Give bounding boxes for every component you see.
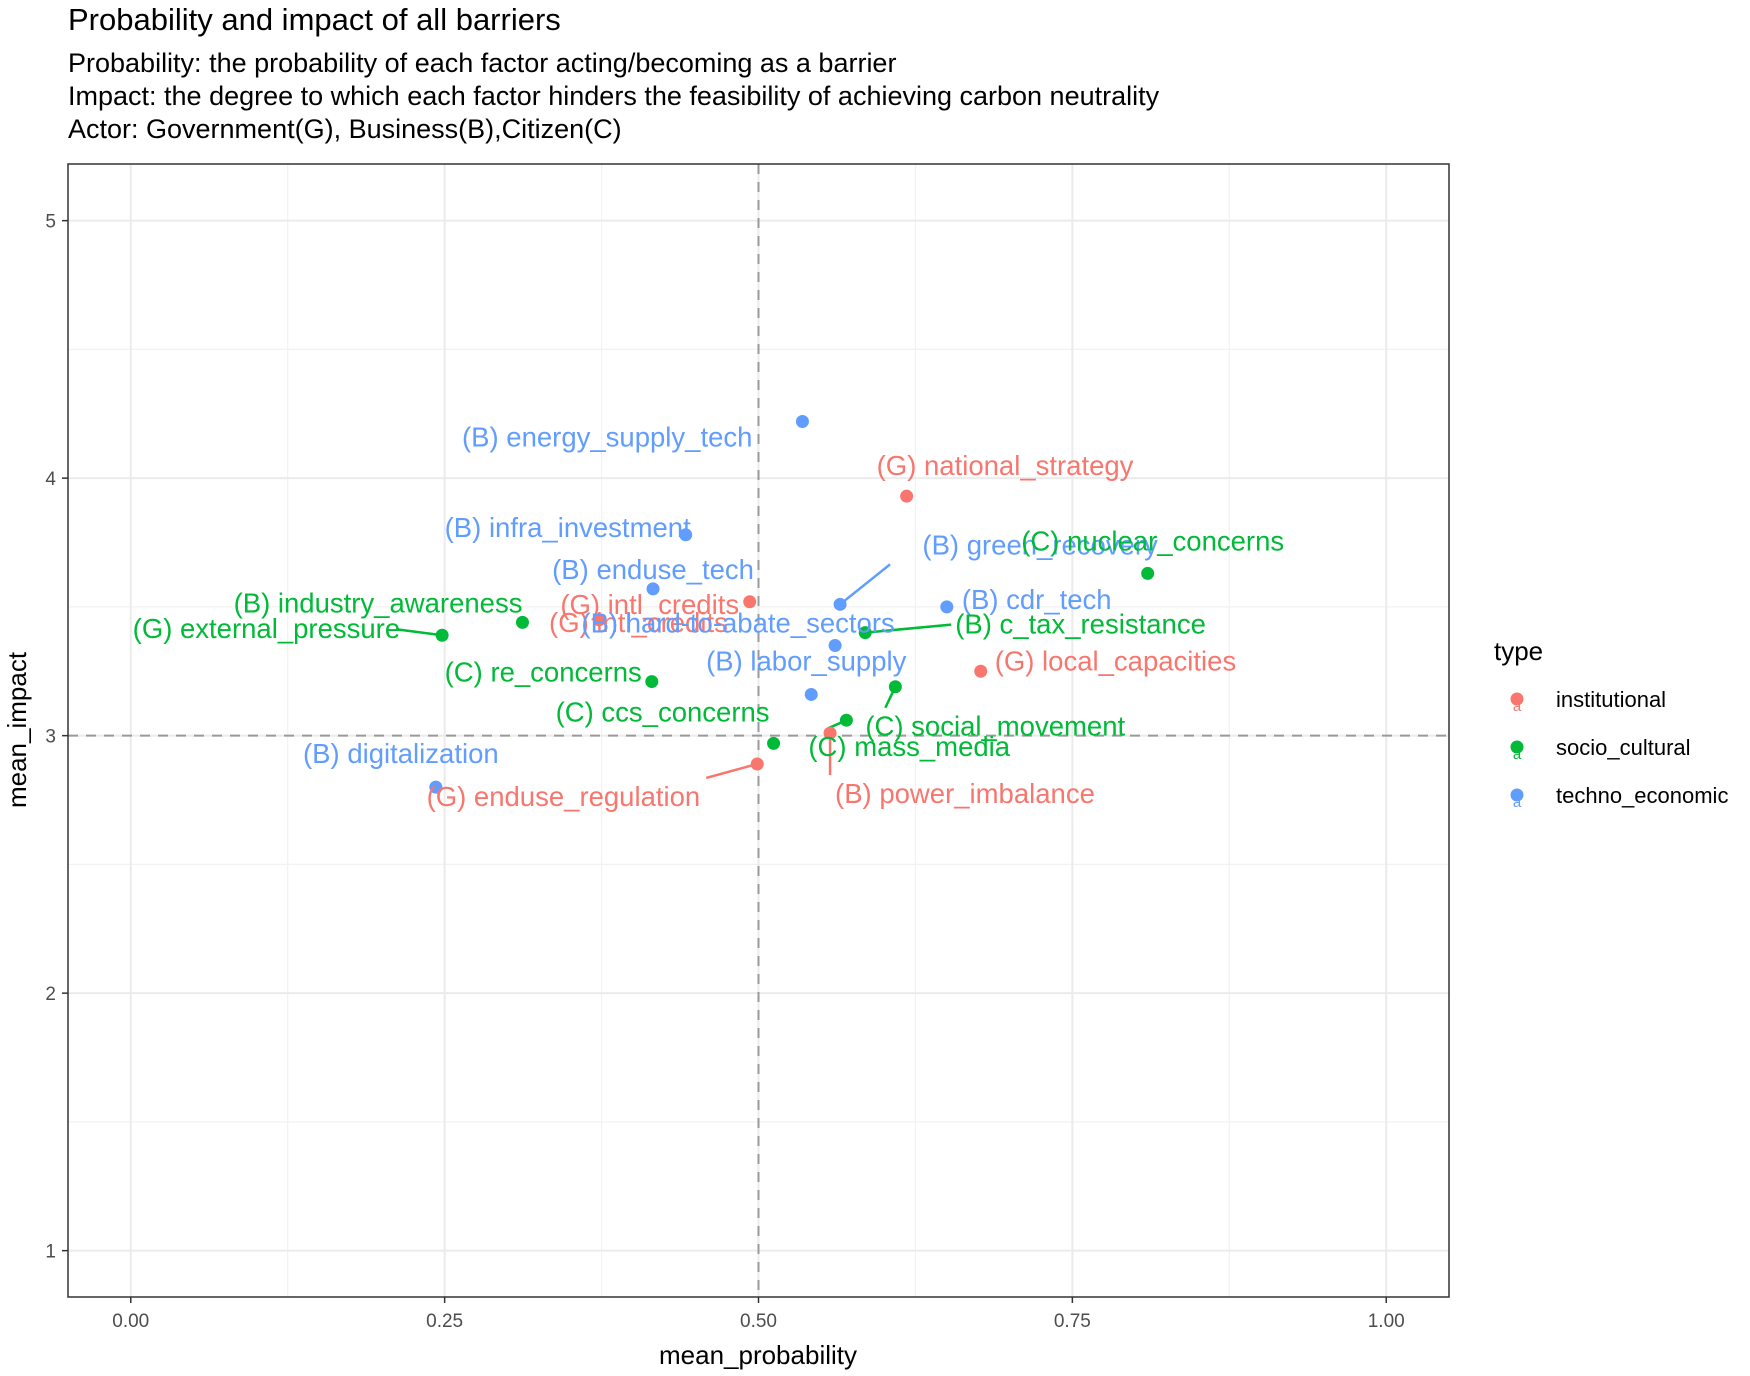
point-socio_cultural — [767, 736, 781, 750]
legend-label-institutional: institutional — [1556, 687, 1666, 712]
point-label-techno_economic: (B) digitalization — [303, 738, 499, 769]
point-label-socio_cultural: (B) industry_awareness — [234, 587, 523, 618]
point-techno_economic — [679, 528, 693, 542]
point-label-techno_economic: (B) infra_investment — [445, 512, 691, 543]
point-label-techno_economic: (B) green_recovery — [922, 529, 1158, 560]
point-socio_cultural — [888, 680, 902, 694]
y-axis-ticks: 1 2 3 4 5 — [45, 212, 68, 1263]
label-connector-lines — [395, 563, 952, 780]
point-label-socio_cultural: (B) c_tax_resistance — [955, 609, 1206, 640]
y-tick-label: 1 — [45, 1242, 56, 1263]
reference-lines — [68, 164, 1449, 1297]
y-tick-label: 3 — [45, 727, 56, 748]
x-axis-title: mean_probability — [659, 1340, 857, 1370]
point-techno_economic — [646, 582, 660, 596]
legend-key-glyph-socio_cultural: a — [1513, 746, 1522, 763]
y-tick-label: 4 — [45, 469, 56, 490]
point-label-institutional: (G) local_capacities — [995, 645, 1236, 676]
legend-title: type — [1494, 636, 1543, 666]
point-institutional — [750, 757, 764, 771]
point-label-institutional: (G) national_strategy — [877, 450, 1134, 481]
point-techno_economic — [804, 687, 818, 701]
point-techno_economic — [795, 415, 809, 428]
legend-key-techno_economic — [1510, 788, 1524, 802]
point-label-socio_cultural: (C) re_concerns — [445, 657, 642, 688]
point-socio_cultural — [645, 675, 659, 689]
point-label-institutional: (G) intl_credits — [549, 607, 728, 638]
point-socio_cultural — [839, 713, 853, 727]
point-socio_cultural — [515, 615, 529, 629]
point-institutional — [823, 726, 837, 740]
x-tick-label: 0.50 — [740, 1311, 777, 1332]
x-axis-ticks: 0.00 0.25 0.50 0.75 1.00 — [112, 1297, 1405, 1332]
point-techno_economic — [828, 639, 842, 653]
legend-label-socio_cultural: socio_cultural — [1556, 735, 1691, 760]
label-connector — [839, 563, 891, 606]
legend-key-glyph-institutional: a — [1513, 698, 1522, 715]
point-label-socio_cultural: (C) mass_media — [808, 731, 1010, 762]
data-points — [429, 415, 1155, 794]
point-label-techno_economic: (B) cdr_tech — [962, 584, 1112, 615]
point-label-socio_cultural: (C) social_movement — [865, 711, 1125, 742]
legend-key-socio_cultural — [1510, 740, 1524, 754]
label-connector — [395, 627, 443, 637]
point-institutional — [974, 664, 988, 678]
legend-label-techno_economic: techno_economic — [1556, 783, 1728, 808]
point-label-institutional: (B) power_imbalance — [835, 778, 1095, 809]
point-labels: (B) energy_supply_tech (G) national_strat… — [133, 422, 1284, 812]
legend-key-glyph-techno_economic: a — [1513, 794, 1522, 811]
point-label-techno_economic: (B) hard-to-abate_sectors — [581, 608, 894, 639]
point-label-techno_economic: (B) energy_supply_tech — [462, 422, 752, 453]
x-tick-label: 1.00 — [1368, 1311, 1405, 1332]
y-tick-label: 5 — [45, 212, 56, 233]
point-socio_cultural — [435, 628, 449, 642]
point-institutional — [900, 489, 914, 503]
chart-subtitle-impact: Impact: the degree to which each factor … — [68, 81, 1160, 111]
label-connector — [865, 623, 952, 634]
point-label-techno_economic: (B) labor_supply — [706, 645, 906, 676]
x-tick-label: 0.25 — [426, 1311, 463, 1332]
point-socio_cultural — [1141, 566, 1155, 580]
point-socio_cultural — [858, 626, 872, 640]
point-label-institutional: (G) intl_credits — [560, 589, 739, 620]
point-institutional — [743, 595, 757, 609]
label-connector — [705, 762, 758, 780]
legend-key-institutional — [1510, 692, 1524, 706]
x-tick-label: 0.00 — [112, 1311, 149, 1332]
point-label-institutional: (G) enduse_regulation — [427, 781, 701, 812]
chart-subtitle-actor: Actor: Government(G), Business(B),Citize… — [68, 114, 622, 144]
point-label-socio_cultural: (C) nuclear_concerns — [1021, 525, 1284, 556]
chart-subtitle-probability: Probability: the probability of each fac… — [68, 48, 897, 78]
point-techno_economic — [833, 597, 847, 611]
y-axis-title: mean_impact — [2, 651, 32, 808]
point-label-socio_cultural: (C) ccs_concerns — [556, 696, 770, 727]
y-tick-label: 2 — [45, 984, 56, 1005]
chart-title: Probability and impact of all barriers — [68, 2, 561, 37]
point-techno_economic — [940, 600, 954, 614]
point-label-socio_cultural: (G) external_pressure — [133, 613, 400, 644]
point-institutional — [592, 613, 606, 627]
point-label-techno_economic: (B) enduse_tech — [552, 554, 754, 585]
x-tick-label: 0.75 — [1054, 1311, 1091, 1332]
point-techno_economic — [429, 780, 443, 794]
